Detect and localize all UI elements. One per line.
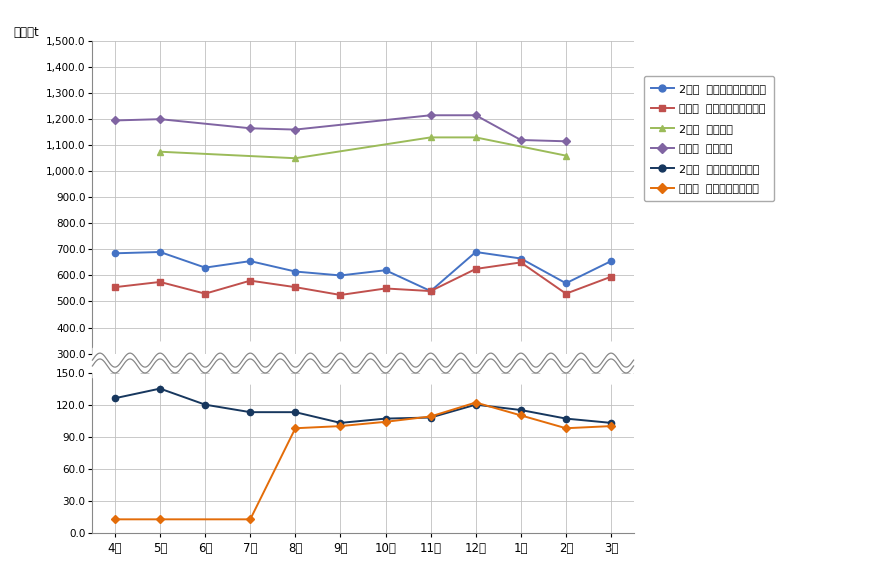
Legend: 2年度  ステーション・拠点, 元年度  ステーション・拠点, 2年度  集団回収, 元年度  集団回収, 2年度  ピックアップ回収, 元年度  ピックアップ: 2年度 ステーション・拠点, 元年度 ステーション・拠点, 2年度 集団回収, … [643, 76, 774, 202]
Text: 単位：t: 単位：t [13, 26, 39, 39]
